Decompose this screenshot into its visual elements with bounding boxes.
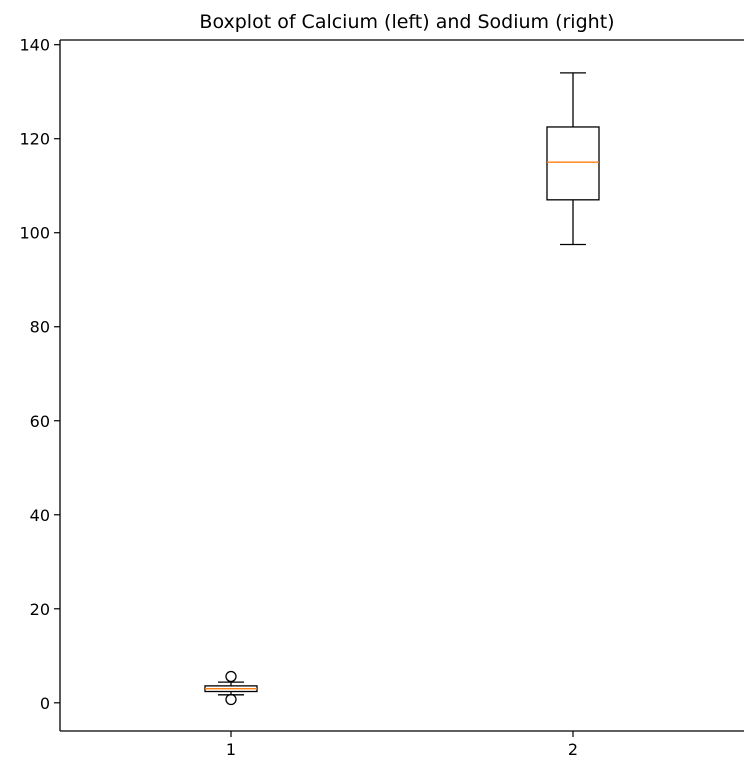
outlier-point (225, 693, 237, 706)
box-iqr (546, 126, 600, 201)
y-tick-label: 140 (19, 36, 50, 55)
y-tick-label: 0 (40, 694, 50, 713)
y-tick-label: 60 (30, 412, 50, 431)
plot-area: 0 20 40 60 80 100 120 140 1 2 (19, 36, 744, 759)
x-tick-label: 1 (226, 740, 236, 759)
chart-title: Boxplot of Calcium (left) and Sodium (ri… (199, 11, 614, 33)
y-tick-label: 120 (19, 130, 50, 149)
y-tick-label: 100 (19, 224, 50, 243)
x-tick-label: 2 (568, 740, 578, 759)
outlier-point (225, 670, 237, 683)
y-tick-label: 20 (30, 600, 50, 619)
y-tick-label: 80 (30, 318, 50, 337)
y-tick-label: 40 (30, 506, 50, 525)
